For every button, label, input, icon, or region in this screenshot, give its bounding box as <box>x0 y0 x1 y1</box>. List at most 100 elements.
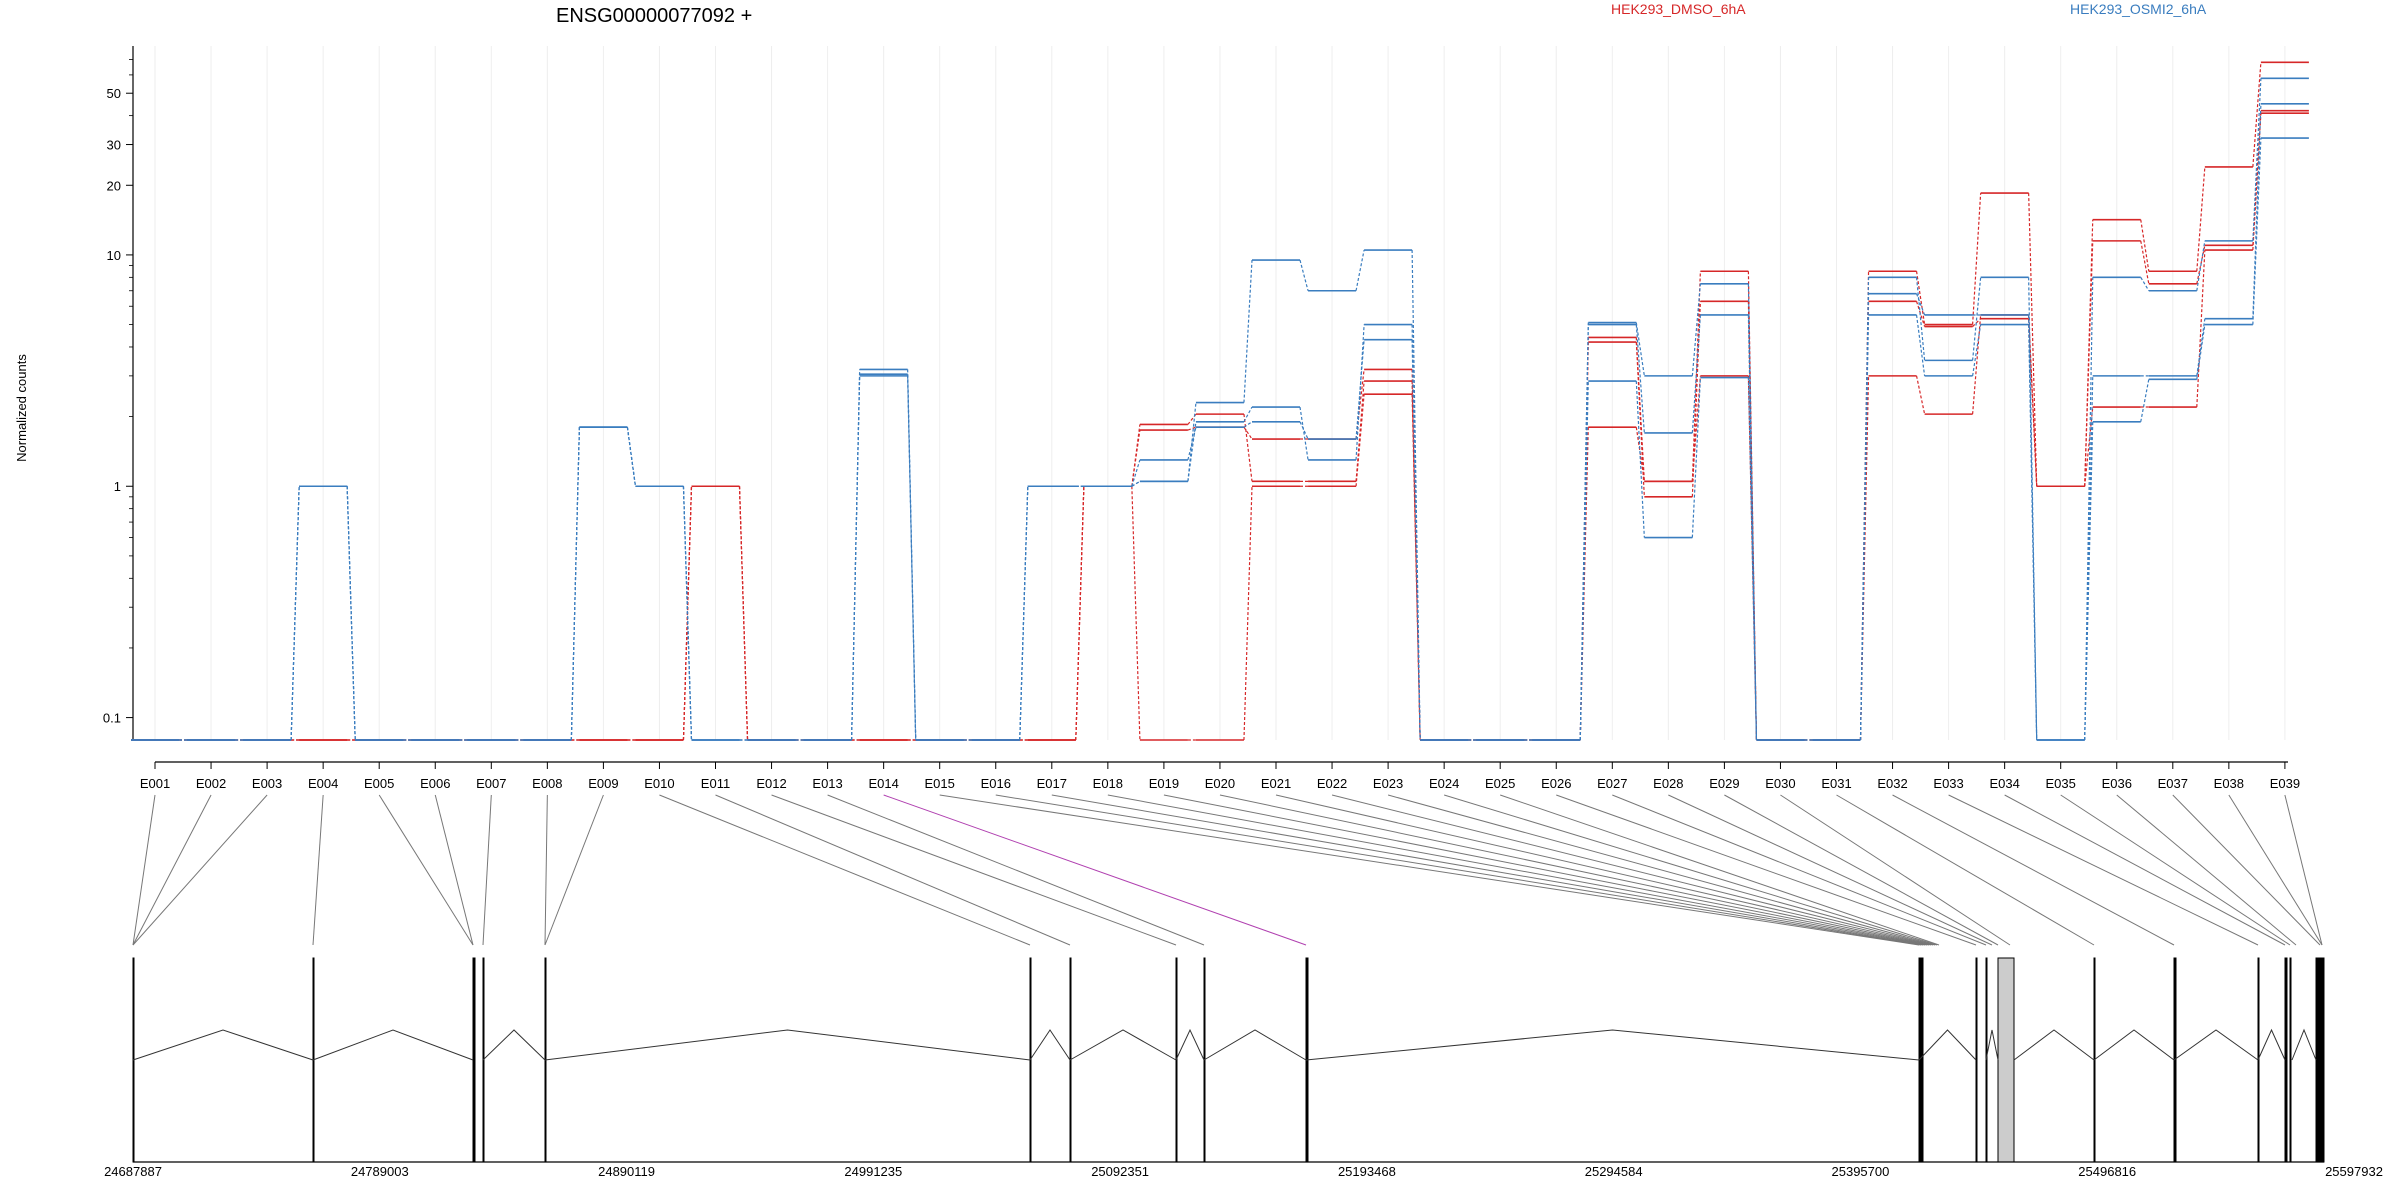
genomic-coordinate-label: 24890119 <box>598 1164 655 1179</box>
x-tick-label: E013 <box>812 776 842 791</box>
step-connector <box>1859 314 1870 741</box>
step-connector <box>2084 421 2094 741</box>
step-connector <box>2028 193 2038 487</box>
step-connector <box>1972 324 1982 376</box>
step-connector <box>2084 277 2094 741</box>
exon-connector <box>1444 794 1938 946</box>
intron-line <box>482 1029 546 1061</box>
exon-connector <box>2172 794 2321 946</box>
step-connector <box>1691 375 1701 482</box>
exon-connector <box>659 794 1031 946</box>
step-connector <box>1972 314 1982 415</box>
step-connector <box>626 427 637 487</box>
intron-line <box>1918 1029 1977 1061</box>
exon-connector <box>2004 794 2286 946</box>
y-tick-label: 30 <box>107 138 121 153</box>
exon-connector <box>132 794 156 946</box>
step-connector <box>1299 259 1309 291</box>
step-connector <box>1243 414 1253 482</box>
x-tick-label: E032 <box>1877 776 1907 791</box>
step-connector <box>1915 271 1926 325</box>
genomic-coordinate-label: 25597932 <box>2325 1164 2383 1179</box>
step-connector <box>738 486 749 741</box>
exon-connector <box>939 794 1920 946</box>
step-connector <box>1915 293 1926 316</box>
step-connector <box>1635 380 1645 538</box>
genomic-coordinate-label: 25496816 <box>2078 1164 2136 1179</box>
step-connector <box>1635 324 1645 433</box>
step-connector <box>2196 166 2206 272</box>
x-tick-label: E015 <box>925 776 955 791</box>
x-tick-label: E038 <box>2214 776 2244 791</box>
exon-connector <box>1387 794 1936 946</box>
intron-line <box>1203 1029 1307 1061</box>
intron-line <box>1985 1029 1999 1061</box>
exon-connector <box>995 794 1922 946</box>
step-connector <box>1411 339 1421 741</box>
step-connector <box>1075 486 1085 741</box>
exon-connector <box>1892 794 2175 946</box>
step-connector <box>1915 375 1926 415</box>
intron-line <box>2093 1029 2175 1061</box>
step-connector <box>1635 322 1645 376</box>
x-tick-label: E034 <box>1989 776 2019 791</box>
exon-connector <box>434 794 474 946</box>
step-connector <box>2252 103 2262 319</box>
exon-connector <box>827 794 1205 946</box>
step-connector <box>2196 324 2206 380</box>
x-tick-label: E003 <box>252 776 282 791</box>
step-connector <box>346 486 356 741</box>
x-tick-label: E011 <box>701 776 730 791</box>
x-tick-label: E033 <box>1933 776 1963 791</box>
step-connector <box>1019 486 1029 741</box>
step-connector <box>2196 240 2206 291</box>
genomic-coordinate-label: 24687887 <box>104 1164 162 1179</box>
step-connector <box>2196 245 2206 284</box>
intron-line <box>1305 1029 1920 1061</box>
series-line <box>131 137 2309 741</box>
intron-line <box>1069 1029 1177 1061</box>
step-connector <box>2252 113 2262 251</box>
gene-model <box>132 957 2325 1163</box>
step-connector <box>1972 193 1982 325</box>
exon-connector <box>2060 794 2291 946</box>
exon-connector <box>1163 794 1928 946</box>
x-tick-label: E031 <box>1821 776 1851 791</box>
step-connector <box>1243 421 1253 428</box>
step-connector <box>2196 249 2206 408</box>
legend-entry-dmso: HEK293_DMSO_6hA <box>1611 1 1746 17</box>
exon-connector <box>771 794 1177 946</box>
exon-connector <box>1780 794 2011 946</box>
legend-entry-osmi: HEK293_OSMI2_6hA <box>2070 1 2207 17</box>
step-connector <box>2084 406 2094 487</box>
x-tick-label: E002 <box>196 776 226 791</box>
x-tick-label: E030 <box>1765 776 1795 791</box>
axes <box>132 46 2288 763</box>
exon-box <box>2315 957 2325 1163</box>
step-connector <box>1299 421 1309 440</box>
step-connector <box>1131 429 1141 487</box>
x-tick-label: E027 <box>1597 776 1627 791</box>
y-tick-label: 1 <box>114 479 121 494</box>
exon-box <box>472 957 476 1163</box>
genomic-coordinates: 24687887 24789003 24890119 24991235 25092351… <box>104 1164 2383 1179</box>
x-ticks: E001 E002 E003 E004 E005 E006 E007 E008 E009 E010… <box>140 762 2300 791</box>
y-tick-label: 20 <box>107 178 121 193</box>
exon-connector <box>378 794 474 946</box>
exon-connector <box>1500 794 1940 946</box>
step-connector <box>1187 421 1197 482</box>
intron-line <box>1029 1029 1071 1061</box>
genomic-coordinate-label: 25092351 <box>1091 1164 1149 1179</box>
step-connector <box>1411 250 1421 741</box>
step-connector <box>1635 342 1645 497</box>
intron-line <box>2257 1028 2286 1061</box>
x-tick-label: E036 <box>2102 776 2132 791</box>
chart-title: ENSG00000077092 + <box>556 5 752 27</box>
exon-connector <box>1556 794 1977 946</box>
y-tick-label: 0.1 <box>103 711 121 726</box>
step-connector <box>1355 394 1365 487</box>
step-connector <box>1915 277 1926 361</box>
step-connector <box>2140 379 2150 422</box>
step-connector <box>1131 486 1141 741</box>
